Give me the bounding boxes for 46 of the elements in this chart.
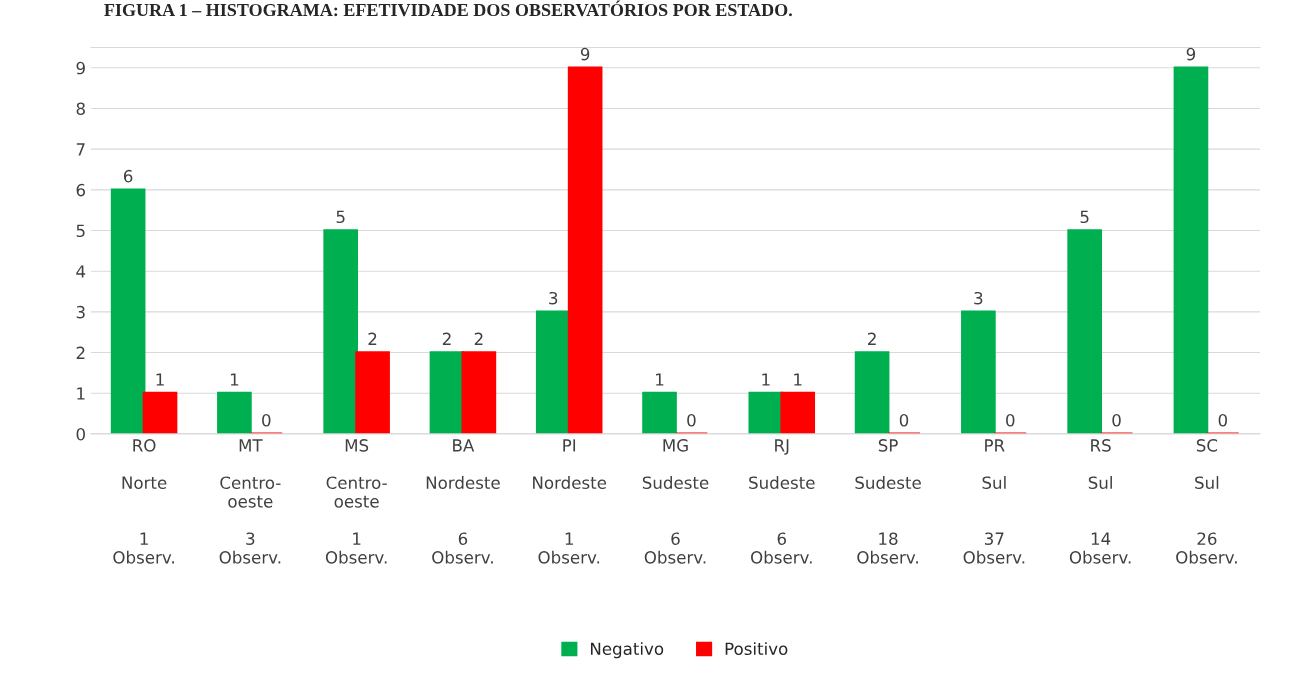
chart-title: FIGURA 1 – HISTOGRAMA: EFETIVIDADE DOS OBSERVATÓRIOS POR ESTADO. xyxy=(104,0,792,17)
y-tick-label: 7 xyxy=(76,143,85,156)
data-label: 1 xyxy=(794,373,802,386)
legend-label: Positivo xyxy=(725,642,788,656)
data-label: 1 xyxy=(156,373,164,386)
category-label: RJ Sudeste 6 Observ. xyxy=(749,439,815,564)
y-tick-label: 6 xyxy=(76,183,86,197)
data-label: 5 xyxy=(336,210,345,224)
data-label: 3 xyxy=(549,291,558,305)
data-label: 2 xyxy=(442,332,451,345)
y-tick-label: 5 xyxy=(76,224,85,238)
y-tick-label: 8 xyxy=(76,102,85,116)
category-label: RS Sul 14 Observ. xyxy=(1069,439,1131,564)
data-label: 3 xyxy=(974,291,983,305)
y-tick-label: 3 xyxy=(76,305,85,319)
data-label: 0 xyxy=(687,413,696,427)
category-label: PR Sul 37 Observ. xyxy=(963,439,1025,564)
data-label: 0 xyxy=(1006,413,1015,427)
category-label: SC Sul 26 Observ. xyxy=(1176,439,1237,564)
category-label: BA Nordeste 6 Observ. xyxy=(426,439,500,564)
y-tick-label: 9 xyxy=(76,61,85,75)
data-label: 2 xyxy=(474,332,483,345)
category-label: MS Centro- oeste 1 Observ. xyxy=(325,439,387,564)
category-label: SP Sudeste 18 Observ. xyxy=(855,439,921,564)
data-label: 0 xyxy=(1218,413,1228,427)
data-label: 1 xyxy=(230,373,239,386)
data-label: 0 xyxy=(262,413,271,427)
data-label: 0 xyxy=(1112,413,1121,427)
y-tick-label: 0 xyxy=(76,427,85,441)
data-label: 6 xyxy=(123,169,133,183)
data-label: 9 xyxy=(580,47,590,61)
data-label: 9 xyxy=(1186,47,1196,61)
legend-label: Negativo xyxy=(590,642,664,659)
data-label: 1 xyxy=(656,373,664,386)
category-label: MG Sudeste 6 Observ. xyxy=(642,439,709,564)
data-label: 0 xyxy=(899,413,909,427)
data-label: 2 xyxy=(868,332,876,345)
y-tick-label: 2 xyxy=(76,346,85,359)
category-label: PI Nordeste 1 Observ. xyxy=(533,439,607,564)
y-tick-label: 1 xyxy=(77,387,85,400)
data-label: 1 xyxy=(762,373,770,386)
category-label: RO Norte 1 Observ. xyxy=(113,439,174,564)
category-label: MT Centro- oeste 3 Observ. xyxy=(219,439,281,564)
data-label: 2 xyxy=(368,332,377,345)
data-label: 5 xyxy=(1080,210,1089,224)
y-tick-label: 4 xyxy=(76,265,86,278)
